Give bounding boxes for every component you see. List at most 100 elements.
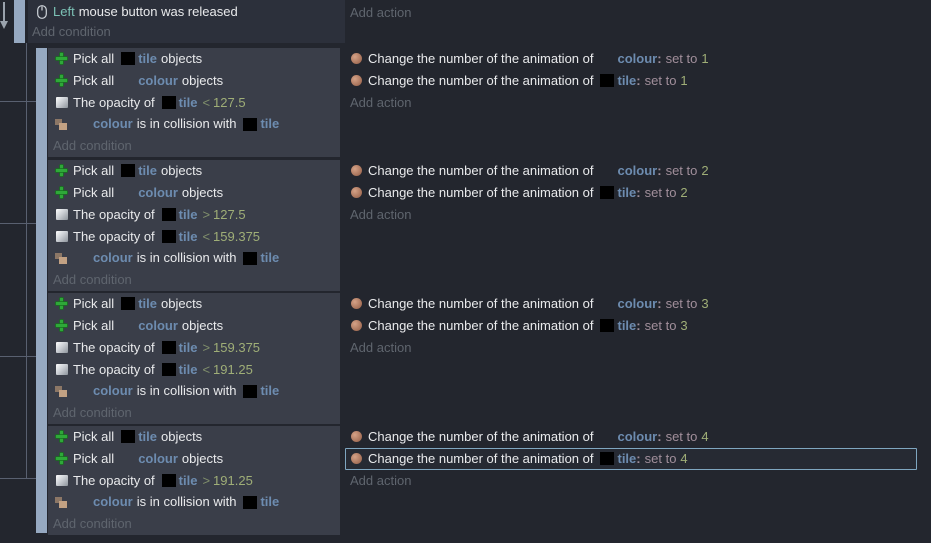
add-condition-button[interactable]: Add condition <box>32 24 111 39</box>
text: Change the number of the animation of <box>368 72 594 88</box>
opacity-icon <box>54 207 69 222</box>
opacity-icon <box>54 473 69 488</box>
add-condition-button[interactable]: Add condition <box>53 516 132 532</box>
condition-block[interactable]: Pick all tile objects Pick all colour objects… <box>48 160 340 291</box>
text: The opacity of <box>73 228 155 244</box>
condition-row[interactable]: Pick all tile objects <box>48 160 340 182</box>
text: The opacity of <box>73 472 155 488</box>
condition-row[interactable]: Pick all colour objects <box>48 315 340 337</box>
animation-icon <box>349 318 364 333</box>
condition-row[interactable]: The opacity of tile <159.375 <box>48 226 340 248</box>
add-action-button[interactable]: Add action <box>350 339 412 355</box>
action-row[interactable]: Change the number of the animation of til… <box>345 182 917 204</box>
add-condition-button[interactable]: Add condition <box>53 405 132 421</box>
action-row[interactable]: Change the number of the animation of col… <box>345 293 917 315</box>
condition-row[interactable]: Pick all tile objects <box>48 48 340 70</box>
operator: < <box>202 94 211 110</box>
add-action-button[interactable]: Add action <box>350 5 412 20</box>
action-group[interactable]: Change the number of the animation of col… <box>345 160 917 225</box>
value: 191.25 <box>213 361 253 377</box>
text: objects <box>160 163 203 179</box>
condition-row[interactable]: The opacity of tile >191.25 <box>48 470 340 492</box>
condition-row[interactable]: Pick all tile objects <box>48 293 340 315</box>
object-thumbnail-blank <box>121 186 135 199</box>
green-plus-icon <box>54 73 69 88</box>
value: 3 <box>701 296 709 311</box>
object-thumbnail-blank <box>600 164 614 177</box>
action-group[interactable]: Change the number of the animation of col… <box>345 293 917 358</box>
condition-block[interactable]: Pick all tile objects Pick all colour objects… <box>48 48 340 157</box>
object-name: tile <box>138 296 157 312</box>
object-thumbnail <box>121 297 136 311</box>
object-thumbnail <box>243 117 258 131</box>
condition-row[interactable]: colour is in collision with tile <box>48 113 340 135</box>
collision-icon <box>54 117 69 132</box>
add-action-button[interactable]: Add action <box>350 206 412 222</box>
condition-row[interactable]: colour is in collision with tile <box>48 380 340 402</box>
object-thumbnail-blank <box>76 252 90 265</box>
operator: > <box>202 472 211 488</box>
condition-row[interactable]: colour is in collision with tile <box>48 247 340 269</box>
object-thumbnail-blank <box>121 319 135 332</box>
main-event-indent-bar[interactable] <box>14 0 25 43</box>
object-name: tile <box>178 94 198 110</box>
subevents-indent-bar[interactable] <box>36 48 47 533</box>
punctuation: : <box>657 429 662 444</box>
action-row[interactable]: Change the number of the animation of col… <box>345 48 917 70</box>
object-thumbnail <box>161 341 176 355</box>
condition-row[interactable]: Pick all tile objects <box>48 426 340 448</box>
object-thumbnail <box>161 95 176 109</box>
condition-row[interactable]: The opacity of tile <191.25 <box>48 359 340 381</box>
opacity-icon <box>54 229 69 244</box>
condition-block[interactable]: Pick all tile objects Pick all colour objects… <box>48 426 340 535</box>
text: The opacity of <box>73 339 155 355</box>
action-group[interactable]: Change the number of the animation of col… <box>345 48 917 113</box>
punctuation: : <box>657 51 662 66</box>
condition-row[interactable]: Pick all colour objects <box>48 182 340 204</box>
value: 159.375 <box>213 339 261 355</box>
text: is in collision with <box>136 383 237 399</box>
object-thumbnail-blank <box>600 430 614 443</box>
action-group[interactable]: Change the number of the animation of col… <box>345 426 917 491</box>
object-name: colour <box>617 51 658 66</box>
text: objects <box>181 72 224 88</box>
add-action-button[interactable]: Add action <box>350 94 412 110</box>
condition-row[interactable]: Pick all colour objects <box>48 70 340 92</box>
condition-row[interactable]: The opacity of tile <127.5 <box>48 92 340 114</box>
add-condition-button[interactable]: Add condition <box>53 138 132 154</box>
object-name: colour <box>617 163 658 178</box>
mouse-icon <box>34 4 49 19</box>
punctuation: : <box>636 317 641 333</box>
condition-block[interactable]: Pick all tile objects Pick all colour objects… <box>48 293 340 424</box>
action-row[interactable]: Change the number of the animation of til… <box>345 315 917 337</box>
text: Change the number of the animation of <box>368 51 594 66</box>
animation-icon <box>349 451 364 466</box>
action-row[interactable]: Change the number of the animation of til… <box>345 70 917 92</box>
text: The opacity of <box>73 94 155 110</box>
add-action-button[interactable]: Add action <box>350 472 412 488</box>
condition-row[interactable]: Left mouse button was released <box>28 1 345 22</box>
object-name: tile <box>260 250 280 266</box>
action-row[interactable]: Change the number of the animation of til… <box>345 447 917 470</box>
main-event-block[interactable]: Left mouse button was released Add condit… <box>28 0 345 43</box>
object-thumbnail <box>161 208 176 222</box>
green-plus-icon <box>54 296 69 311</box>
condition-row[interactable]: The opacity of tile >127.5 <box>48 204 340 226</box>
value: 4 <box>680 450 688 466</box>
value: 4 <box>701 429 709 444</box>
add-condition-button[interactable]: Add condition <box>53 272 132 288</box>
action-row[interactable]: Change the number of the animation of col… <box>345 160 917 182</box>
condition-row[interactable]: The opacity of tile >159.375 <box>48 337 340 359</box>
action-row[interactable]: Change the number of the animation of col… <box>345 426 917 448</box>
green-plus-icon <box>54 51 69 66</box>
value: 1 <box>680 72 688 88</box>
condition-row[interactable]: colour is in collision with tile <box>48 491 340 513</box>
opacity-icon <box>54 95 69 110</box>
text: objects <box>181 450 224 466</box>
event-tree-stub <box>0 223 36 224</box>
object-name: tile <box>260 383 280 399</box>
object-thumbnail <box>121 164 136 178</box>
operator: < <box>202 361 211 377</box>
text: is in collision with <box>136 250 237 266</box>
condition-row[interactable]: Pick all colour objects <box>48 448 340 470</box>
